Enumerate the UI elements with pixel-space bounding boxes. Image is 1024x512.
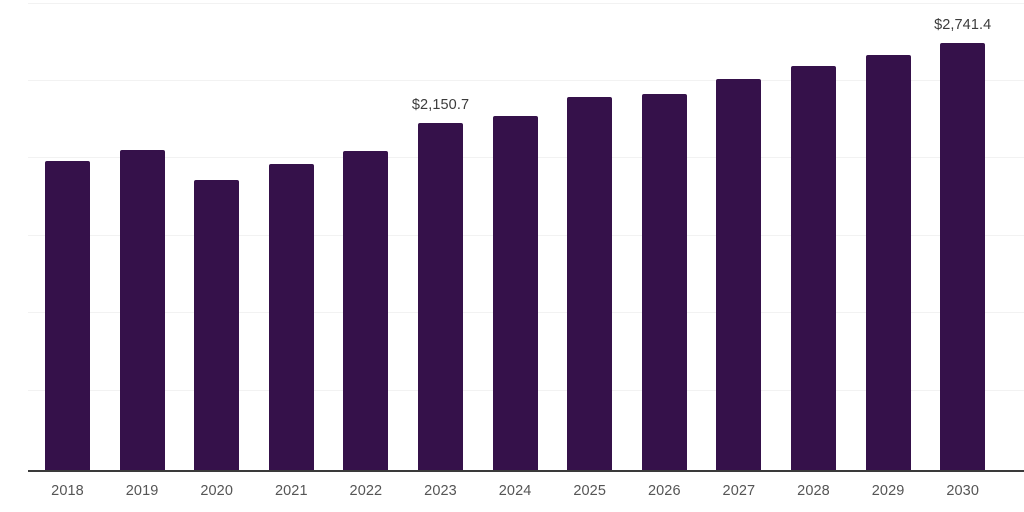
bar-2022[interactable] — [343, 150, 389, 470]
bar-2023[interactable] — [418, 123, 463, 470]
x-tick-label-2027: 2027 — [722, 483, 756, 499]
x-tick-label-2020: 2020 — [200, 483, 234, 499]
bar-2018[interactable] — [45, 160, 90, 470]
bar-2030[interactable] — [940, 43, 986, 470]
x-axis-labels-group: 2018 2019 2020 2021 2022 2023 2024 2025 2026 2027… — [0, 483, 1024, 507]
x-axis-line — [28, 470, 1024, 472]
bar-2028[interactable] — [791, 65, 836, 470]
x-tick-label-2030: 2030 — [946, 483, 980, 499]
x-tick-label-2029: 2029 — [871, 483, 905, 499]
value-label-2023: $2,150.7 — [411, 97, 470, 113]
x-tick-label-2022: 2022 — [349, 483, 383, 499]
bar-2020[interactable] — [194, 179, 240, 470]
plot-area — [28, 0, 1024, 471]
gridline — [28, 3, 1024, 4]
x-tick-label-2021: 2021 — [274, 483, 308, 499]
gridline — [28, 80, 1024, 81]
bar-2029[interactable] — [865, 54, 911, 470]
bar-2024[interactable] — [492, 116, 538, 470]
x-tick-label-2019: 2019 — [125, 483, 159, 499]
x-tick-label-2018: 2018 — [51, 483, 84, 499]
bar-2027[interactable] — [716, 78, 762, 470]
bar-2025[interactable] — [567, 96, 613, 470]
x-tick-label-2024: 2024 — [498, 483, 532, 499]
x-tick-label-2026: 2026 — [647, 483, 681, 499]
value-label-2030: $2,741.4 — [934, 17, 992, 33]
bar-2019[interactable] — [119, 149, 165, 470]
value-labels-group: $2,150.7 $2,741.4 — [411, 17, 992, 113]
bar-2021[interactable] — [268, 163, 314, 470]
x-tick-label-2025: 2025 — [573, 483, 607, 499]
x-tick-label-2028: 2028 — [797, 483, 830, 499]
x-tick-label-2023: 2023 — [424, 483, 457, 499]
bar-2026[interactable] — [641, 93, 687, 470]
